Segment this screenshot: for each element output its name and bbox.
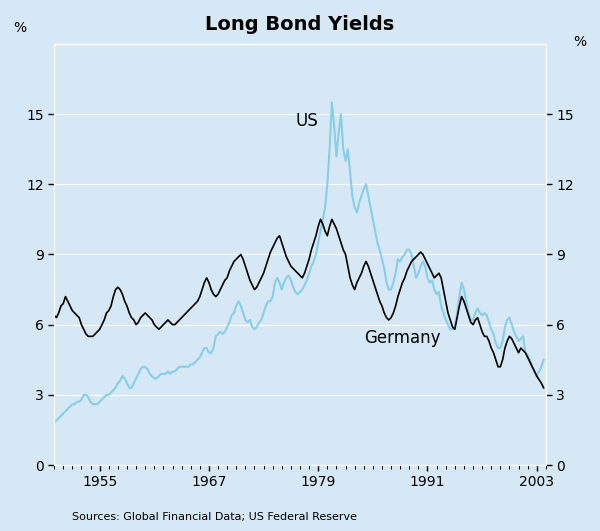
Title: Long Bond Yields: Long Bond Yields bbox=[205, 15, 395, 34]
Y-axis label: %: % bbox=[13, 21, 26, 36]
Text: Germany: Germany bbox=[364, 329, 440, 347]
Text: Sources: Global Financial Data; US Federal Reserve: Sources: Global Financial Data; US Feder… bbox=[72, 512, 357, 523]
Y-axis label: %: % bbox=[574, 36, 587, 49]
Text: US: US bbox=[295, 112, 318, 130]
